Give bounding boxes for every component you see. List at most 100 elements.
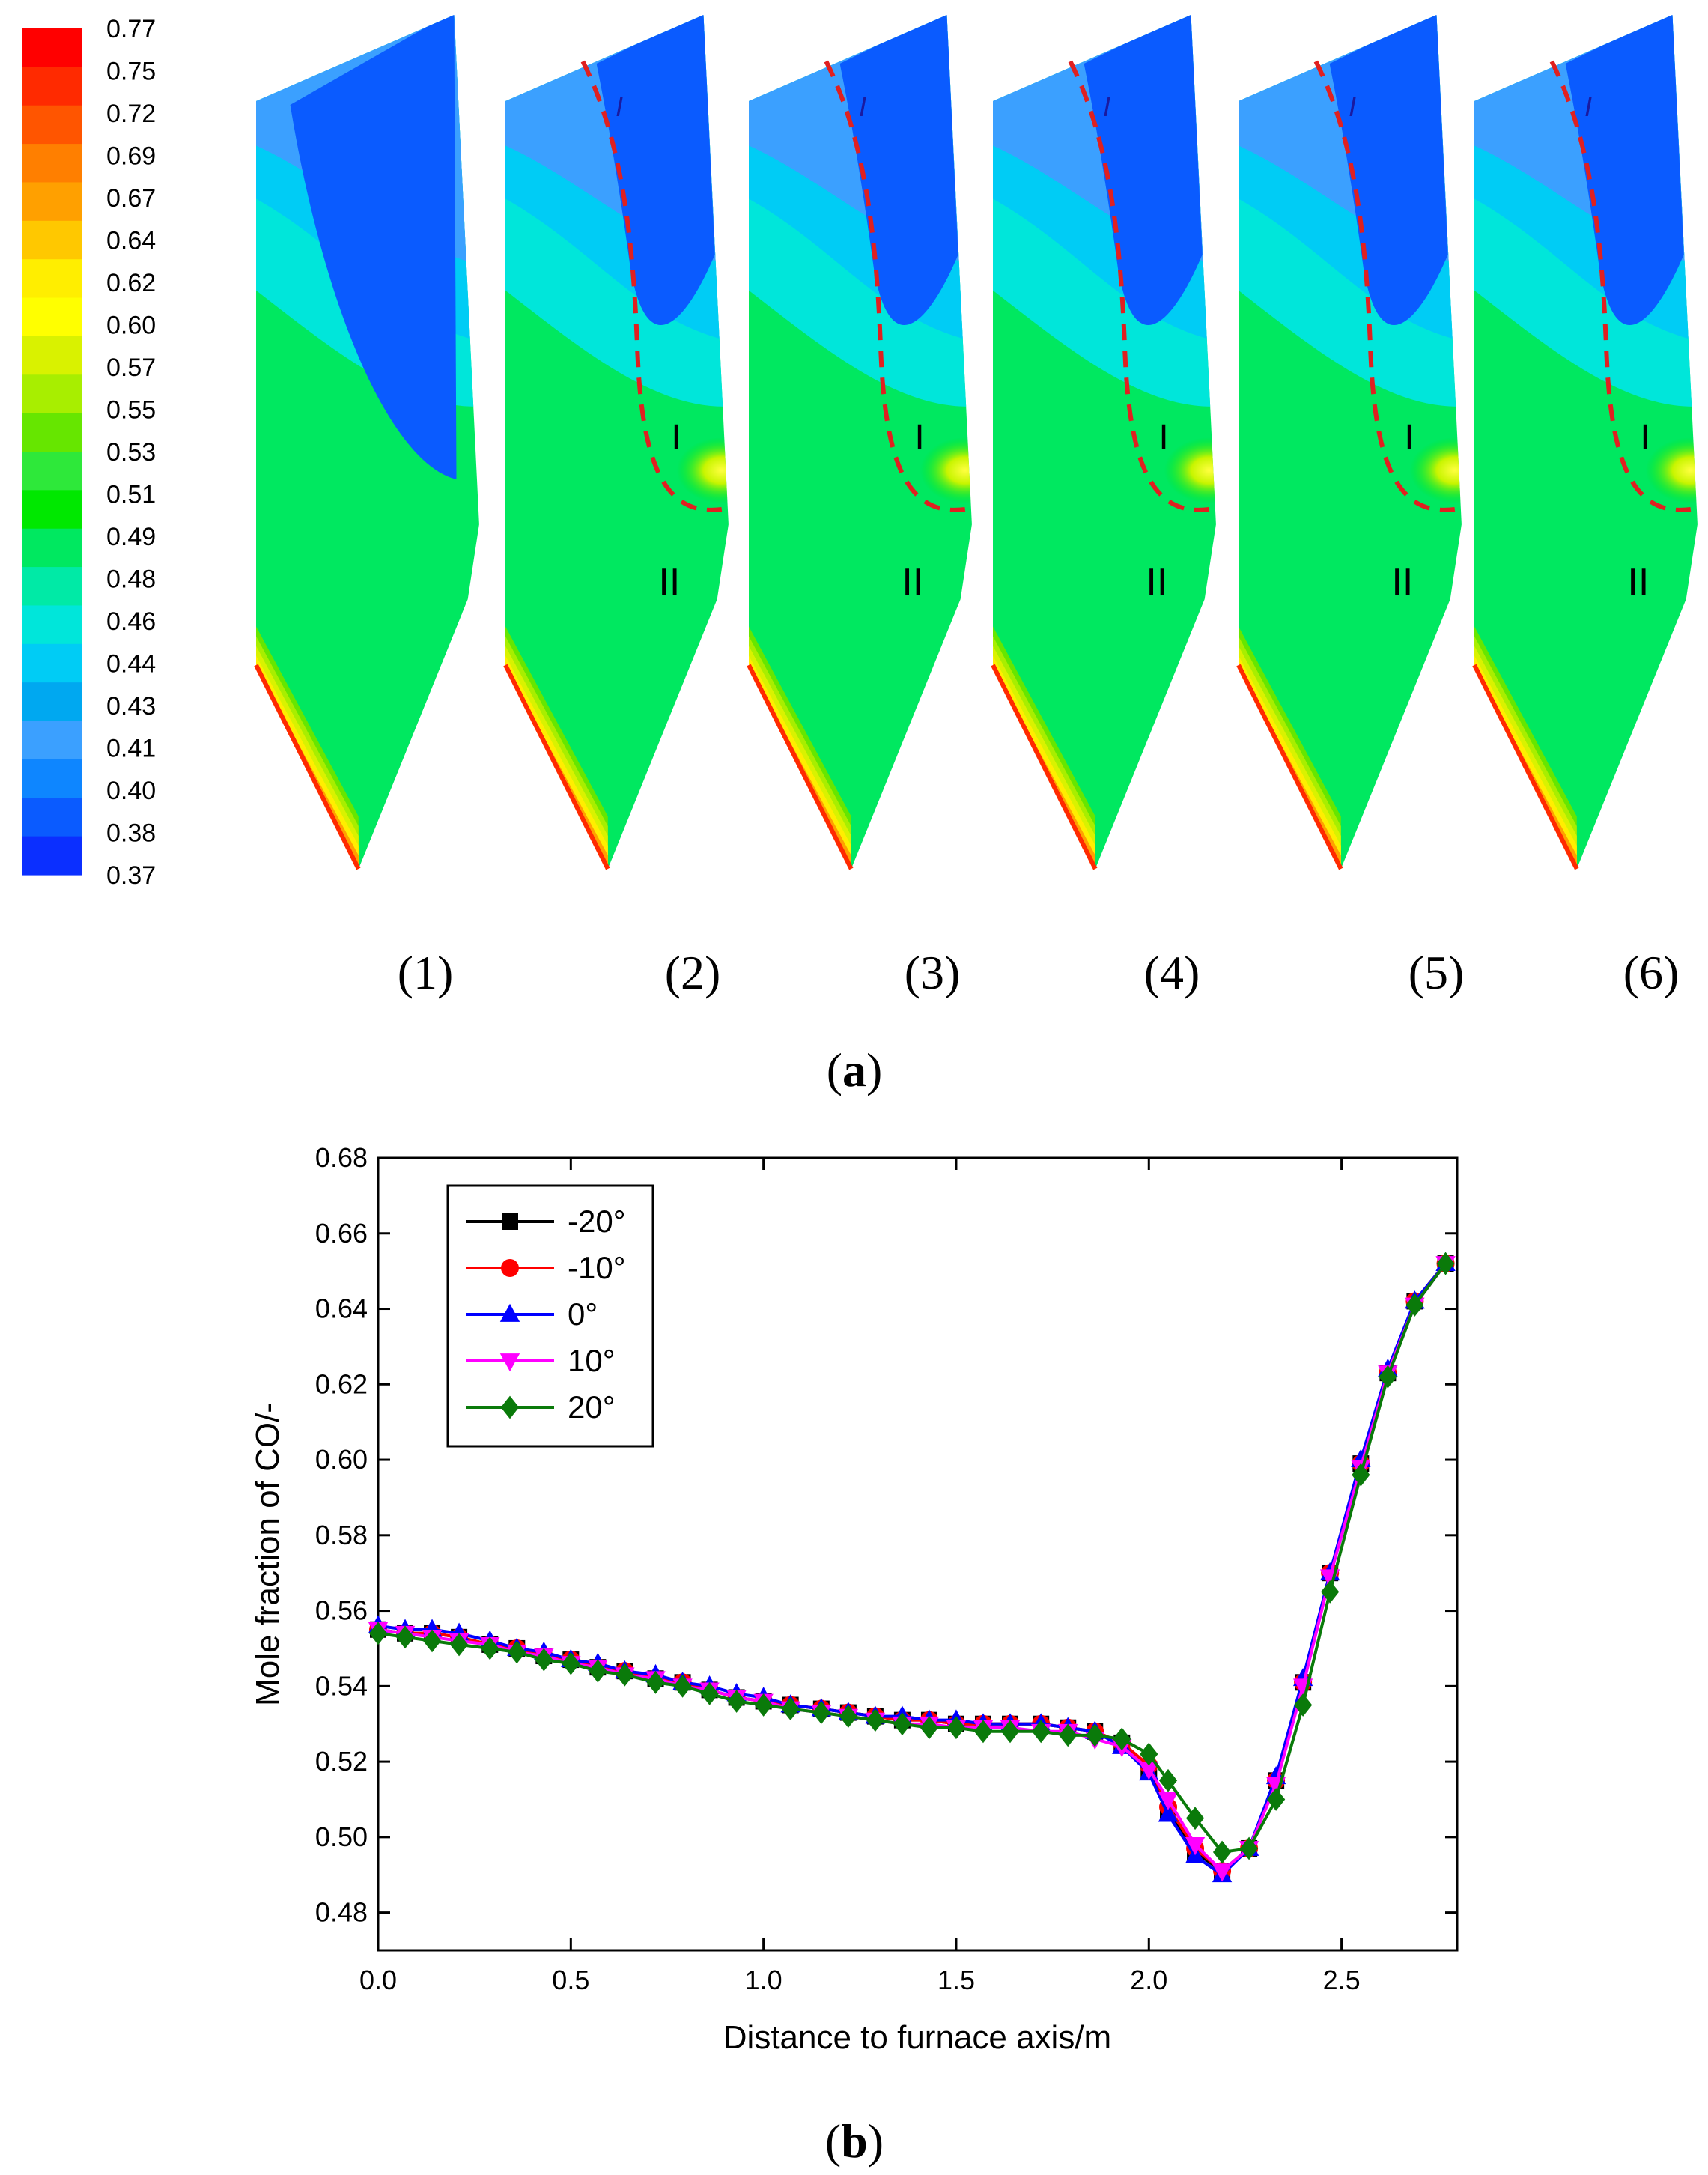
data-point [1139,1762,1159,1780]
data-point [1352,1463,1370,1487]
colorbar-label: 0.60 [106,312,156,340]
colorbar-label: 0.64 [106,227,156,255]
contour-wall-edge [747,664,854,870]
contour-hotspot [920,437,972,503]
colorbar-swatch [22,413,82,452]
colorbar-label: 0.46 [106,607,156,636]
data-point [946,1716,966,1740]
data-point [616,1663,634,1687]
colorbar-swatch [22,374,82,414]
region-mark: I [1584,91,1592,122]
contour-hotspot [1164,437,1216,503]
data-point [727,1690,746,1713]
region-mark: II [1146,561,1167,604]
contour-hotspot [676,437,729,503]
data-point [646,1670,665,1694]
colorbar-swatch [22,182,82,222]
colorbar-swatch [22,759,82,798]
colorbar-label: 0.51 [106,481,156,509]
data-point [1267,1788,1286,1811]
panel-a-letter: a [842,1043,866,1096]
region-mark: I [1103,91,1110,122]
y-tick-label: 0.50 [315,1821,368,1852]
colorbar-swatch [22,452,82,491]
contour-panel-label: (3) [905,946,961,999]
colorbar-label: 0.43 [106,692,156,721]
data-point [1185,1807,1205,1830]
data-point [562,1651,580,1675]
contour-wall-edge [991,664,1098,870]
y-tick-label: 0.62 [315,1368,368,1399]
contour-region-darkblue [839,15,958,325]
y-tick-label: 0.68 [315,1142,368,1173]
region-mark: I [1640,418,1650,458]
y-tick-label: 0.66 [315,1218,368,1249]
colorbar: 0.77 0.75 0.72 0.69 0.67 0.64 0.62 0.60 0.57 0.55… [22,15,156,890]
x-axis: 0.0 0.5 1.0 1.5 2.0 2.5 [359,1158,1361,1995]
contour-region-darkblue [290,15,457,479]
colorbar-swatch [22,528,82,568]
series-line [377,1262,1447,1873]
colorbar-swatch [22,144,82,183]
contour-panel [254,15,479,870]
colorbar-label: 0.67 [106,184,156,213]
legend-label: 10° [568,1343,616,1378]
x-tick-label: 0.5 [552,1965,589,1995]
series-line [377,1262,1447,1854]
data-point [1212,1863,1233,1882]
data-point [893,1712,912,1736]
panel-b-caption: (b) [825,2114,884,2168]
colorbar-label: 0.48 [106,565,156,594]
colorbar-label: 0.41 [106,735,156,763]
data-point [1294,1693,1313,1717]
region-mark: I [859,91,866,122]
data-point [1000,1720,1020,1744]
colorbar-label: 0.37 [106,861,156,890]
contour-region-green-lower [256,584,479,869]
contour-hotspot [1409,437,1462,503]
data-point [700,1682,719,1705]
data-point [449,1633,469,1657]
y-tick-label: 0.52 [315,1746,368,1777]
colorbar-swatch [22,490,82,530]
colorbar-label: 0.72 [106,100,156,128]
colorbar-swatch [22,336,82,375]
contour-panel-label: (6) [1623,946,1680,999]
region-mark: I [616,91,623,122]
data-point [1086,1723,1104,1747]
region-mark: I [671,418,681,458]
legend-entry: 20° [466,1389,616,1425]
region-mark: I [1349,91,1356,122]
data-point [508,1640,526,1664]
colorbar-label: 0.44 [106,650,156,679]
data-point [1032,1720,1051,1744]
legend-marker [500,1395,520,1419]
data-point [973,1720,993,1744]
data-point [422,1629,442,1653]
contour-wall-edge [254,664,361,870]
data-point [589,1659,607,1683]
legend-marker [499,1353,520,1372]
contour-wall-edge [1236,664,1343,870]
colorbar-swatch [22,682,82,722]
colorbar-swatch [22,105,82,145]
region-mark: I [1404,418,1414,458]
legend-marker [502,1213,518,1230]
region-mark: II [902,561,923,604]
data-point [673,1674,692,1698]
series-layer [368,1252,1456,1883]
plot-area-frame [377,1156,1459,1952]
y-tick-label: 0.56 [315,1595,368,1626]
colorbar-label: 0.55 [106,396,156,425]
colorbar-label: 0.69 [106,142,156,171]
legend-entry: -10° [466,1250,626,1285]
contour-panel-label: (5) [1408,946,1465,999]
line-chart: 0.0 0.5 1.0 1.5 2.0 2.5 0.480.500.520.540.560… [249,1142,1459,2056]
colorbar-label: 0.75 [106,58,156,86]
data-point [1321,1580,1340,1604]
